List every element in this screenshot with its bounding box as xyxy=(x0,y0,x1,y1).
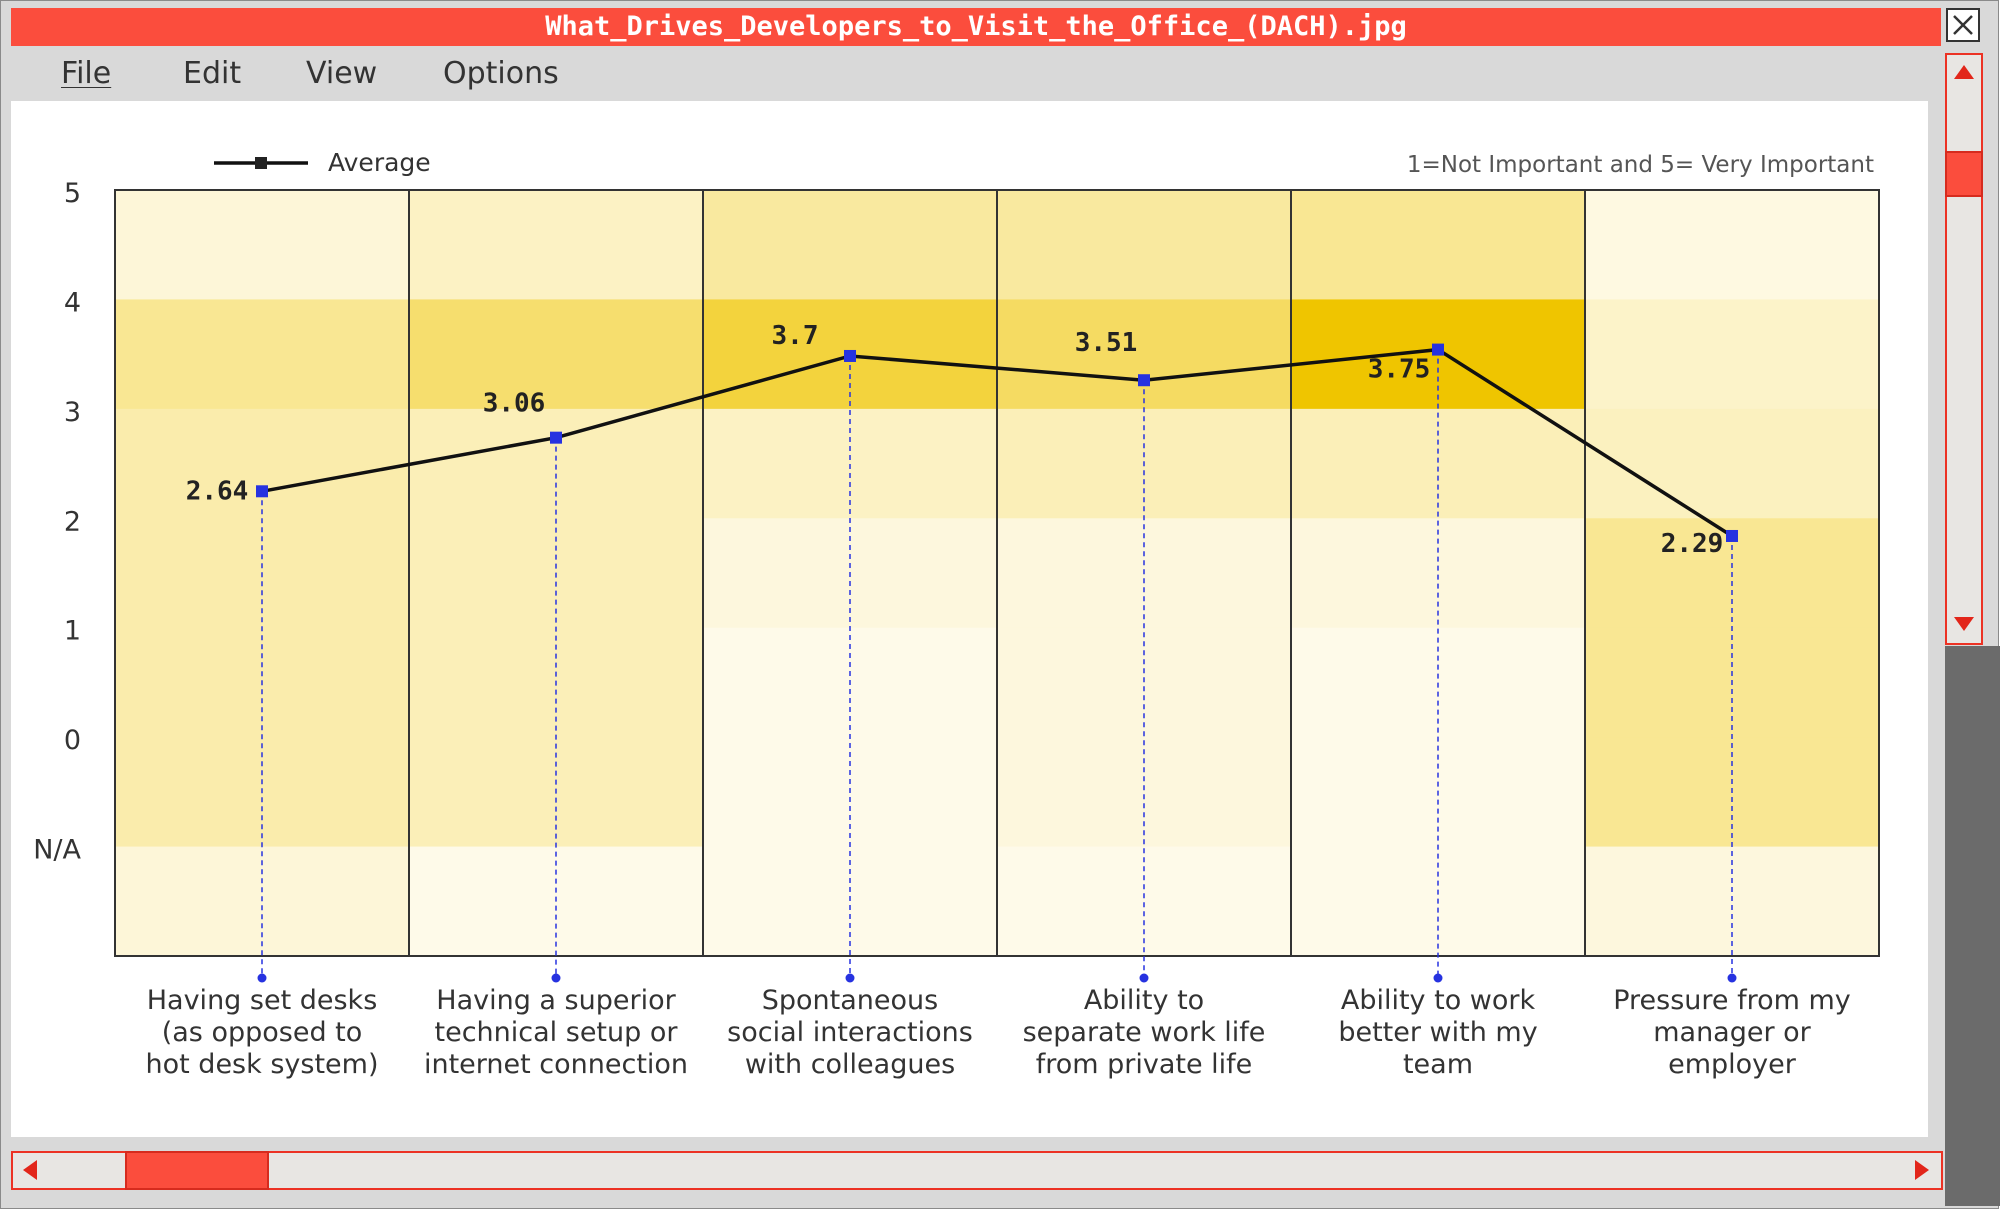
x-tick-label: better with my xyxy=(1338,1017,1537,1048)
x-tick-label: Pressure from my xyxy=(1613,985,1851,1016)
legend-label: Average xyxy=(328,148,431,177)
x-tick-label: Having set desks xyxy=(147,985,378,1016)
menu-options-label: Options xyxy=(443,56,559,91)
close-button[interactable] xyxy=(1946,8,1980,42)
data-point xyxy=(1726,529,1738,542)
x-tick-label: hot desk system) xyxy=(146,1049,379,1080)
menu-file-label: File xyxy=(61,56,112,91)
x-tick-label: separate work life xyxy=(1023,1017,1266,1048)
x-tick-label: with colleagues xyxy=(745,1049,955,1080)
image-canvas: 5 4 3 2 1 0 N/A 2.64 3.06 3.7 3.51 3.75 2.29 Having s… xyxy=(11,101,1928,1137)
triangle-up-icon xyxy=(1954,65,1974,79)
right-gutter xyxy=(1945,646,2000,1206)
scroll-down-button[interactable] xyxy=(1947,607,1983,643)
heatmap-cell xyxy=(997,846,1292,957)
data-label: 2.64 xyxy=(186,476,249,506)
data-label: 3.7 xyxy=(772,321,819,351)
x-tick-label: (as opposed to xyxy=(162,1017,363,1048)
y-tick-label: 0 xyxy=(64,725,81,756)
triangle-left-icon xyxy=(23,1160,37,1180)
chart-subtitle: 1=Not Important and 5= Very Important xyxy=(1407,152,1874,178)
menu-options[interactable]: Options xyxy=(443,51,559,99)
menu-file[interactable]: File xyxy=(61,51,111,99)
window-title: What_Drives_Developers_to_Visit_the_Offi… xyxy=(545,11,1407,42)
vertical-scrollbar[interactable] xyxy=(1945,53,1983,645)
heatmap-cell xyxy=(1291,408,1586,519)
title-bar: What_Drives_Developers_to_Visit_the_Offi… xyxy=(11,8,1941,46)
menu-view[interactable]: View xyxy=(306,51,377,99)
category-dot xyxy=(257,973,267,983)
heatmap-cell xyxy=(1585,408,1880,519)
x-tick-label: Ability to xyxy=(1084,985,1204,1016)
scroll-left-button[interactable] xyxy=(13,1153,49,1189)
horizontal-scroll-thumb[interactable] xyxy=(125,1151,269,1190)
x-tick-label: team xyxy=(1403,1049,1473,1080)
heatmap-cell xyxy=(997,737,1292,848)
data-point xyxy=(1432,343,1444,356)
triangle-right-icon xyxy=(1915,1160,1929,1180)
heatmap-cell xyxy=(1585,190,1880,300)
category-dot xyxy=(845,973,855,983)
category-dot xyxy=(1433,973,1443,983)
triangle-down-icon xyxy=(1954,617,1974,631)
x-tick-label: from private life xyxy=(1036,1049,1253,1080)
heatmap-cell xyxy=(115,299,410,410)
y-tick-label: 3 xyxy=(64,397,81,428)
menu-edit-label: Edit xyxy=(183,56,242,91)
heatmap-cell xyxy=(1291,518,1586,629)
data-label: 2.29 xyxy=(1661,529,1724,559)
x-tick-label: manager or xyxy=(1653,1017,1811,1048)
x-tick-label: Having a superior xyxy=(436,985,676,1016)
x-tick-label: Ability to work xyxy=(1341,985,1536,1016)
category-dot xyxy=(551,973,561,983)
category-dot xyxy=(1139,973,1149,983)
y-tick-label: 4 xyxy=(64,287,81,318)
horizontal-scrollbar[interactable] xyxy=(11,1151,1943,1190)
data-point xyxy=(844,349,856,362)
vertical-scroll-thumb[interactable] xyxy=(1945,151,1983,197)
heatmap-cell xyxy=(703,190,998,300)
x-tick-label: employer xyxy=(1668,1049,1797,1080)
x-tick-label: technical setup or xyxy=(435,1017,679,1048)
menu-bar: File Edit View Options xyxy=(11,51,1946,99)
heatmap-cell xyxy=(1291,190,1586,300)
menu-view-label: View xyxy=(306,56,378,91)
x-tick-label: social interactions xyxy=(727,1017,973,1048)
legend-marker xyxy=(255,157,267,169)
data-point xyxy=(256,485,268,498)
menu-edit[interactable]: Edit xyxy=(183,51,241,99)
data-label: 3.75 xyxy=(1368,355,1431,385)
x-tick-label: Spontaneous xyxy=(762,985,938,1016)
y-tick-label: N/A xyxy=(33,835,81,866)
data-point xyxy=(1138,374,1150,387)
y-tick-label: 1 xyxy=(64,616,81,647)
heatmap-cell xyxy=(409,190,704,300)
heatmap-cell xyxy=(115,190,410,300)
heatmap-cell xyxy=(409,299,704,410)
series-line-average xyxy=(261,347,1733,538)
y-tick-label: 5 xyxy=(64,178,81,209)
data-point xyxy=(550,431,562,444)
close-icon xyxy=(1953,15,1973,35)
heatmap-cell xyxy=(1585,299,1880,410)
y-tick-label: 2 xyxy=(64,506,81,537)
category-dot xyxy=(1727,973,1737,983)
data-label: 3.51 xyxy=(1075,328,1138,358)
heatmap-cell xyxy=(997,190,1292,300)
scroll-right-button[interactable] xyxy=(1905,1153,1941,1189)
data-label: 3.06 xyxy=(483,389,546,419)
scroll-up-button[interactable] xyxy=(1947,55,1983,91)
heatmap-cell xyxy=(409,408,704,519)
x-tick-label: internet connection xyxy=(424,1049,688,1080)
chart: 5 4 3 2 1 0 N/A 2.64 3.06 3.7 3.51 3.75 2.29 Having s… xyxy=(33,148,1880,1080)
